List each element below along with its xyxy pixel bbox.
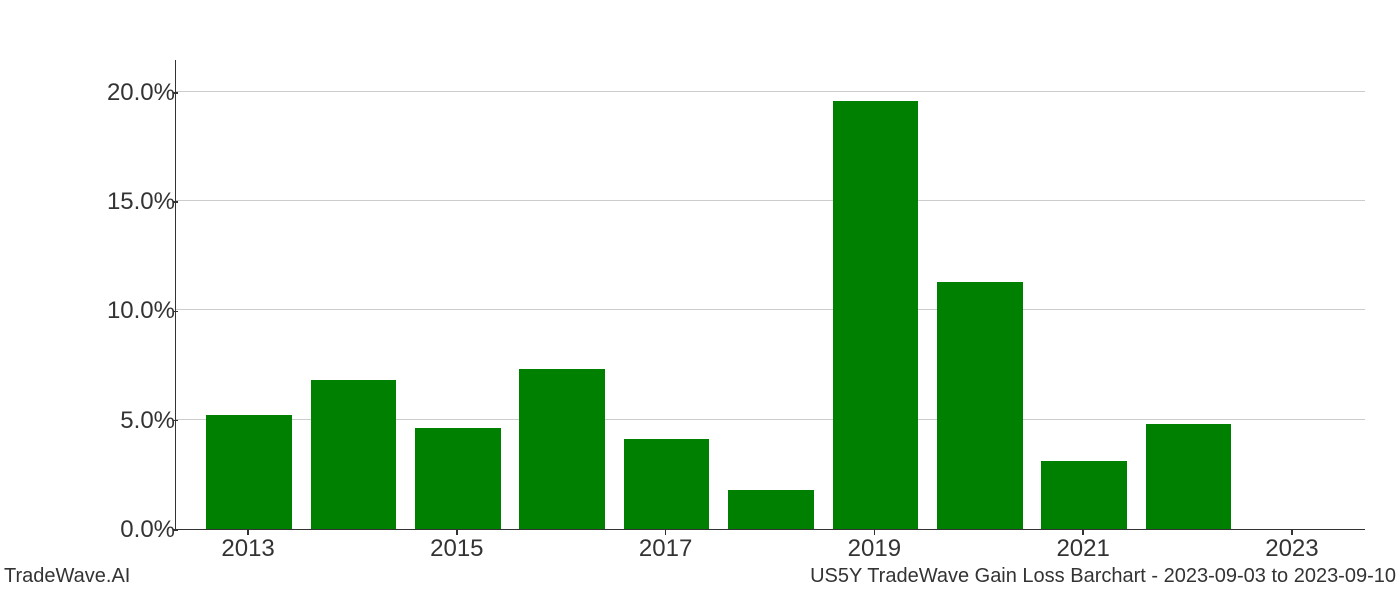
plot-border [175, 60, 1365, 530]
chart-plot-area [175, 60, 1365, 530]
footer-brand: TradeWave.AI [4, 565, 130, 588]
bar [206, 415, 292, 529]
bar [415, 428, 501, 529]
bar [728, 490, 814, 529]
y-tick-label: 0.0% [55, 516, 175, 544]
x-tick-label: 2015 [430, 535, 483, 563]
y-tick-label: 5.0% [55, 407, 175, 435]
bar [937, 282, 1023, 529]
y-tick-label: 20.0% [55, 79, 175, 107]
x-tick-label: 2013 [221, 535, 274, 563]
bar [311, 380, 397, 529]
x-tick-label: 2023 [1265, 535, 1318, 563]
x-tick-label: 2017 [639, 535, 692, 563]
y-gridline [176, 309, 1365, 310]
x-tick-label: 2021 [1056, 535, 1109, 563]
bar [1146, 424, 1232, 529]
y-gridline [176, 200, 1365, 201]
bar [519, 369, 605, 529]
bar [624, 439, 710, 529]
footer-caption: US5Y TradeWave Gain Loss Barchart - 2023… [810, 565, 1396, 588]
y-gridline [176, 91, 1365, 92]
bar [1041, 461, 1127, 529]
x-tick-label: 2019 [848, 535, 901, 563]
y-tick-label: 10.0% [55, 297, 175, 325]
y-tick-label: 15.0% [55, 188, 175, 216]
bar [833, 101, 919, 529]
